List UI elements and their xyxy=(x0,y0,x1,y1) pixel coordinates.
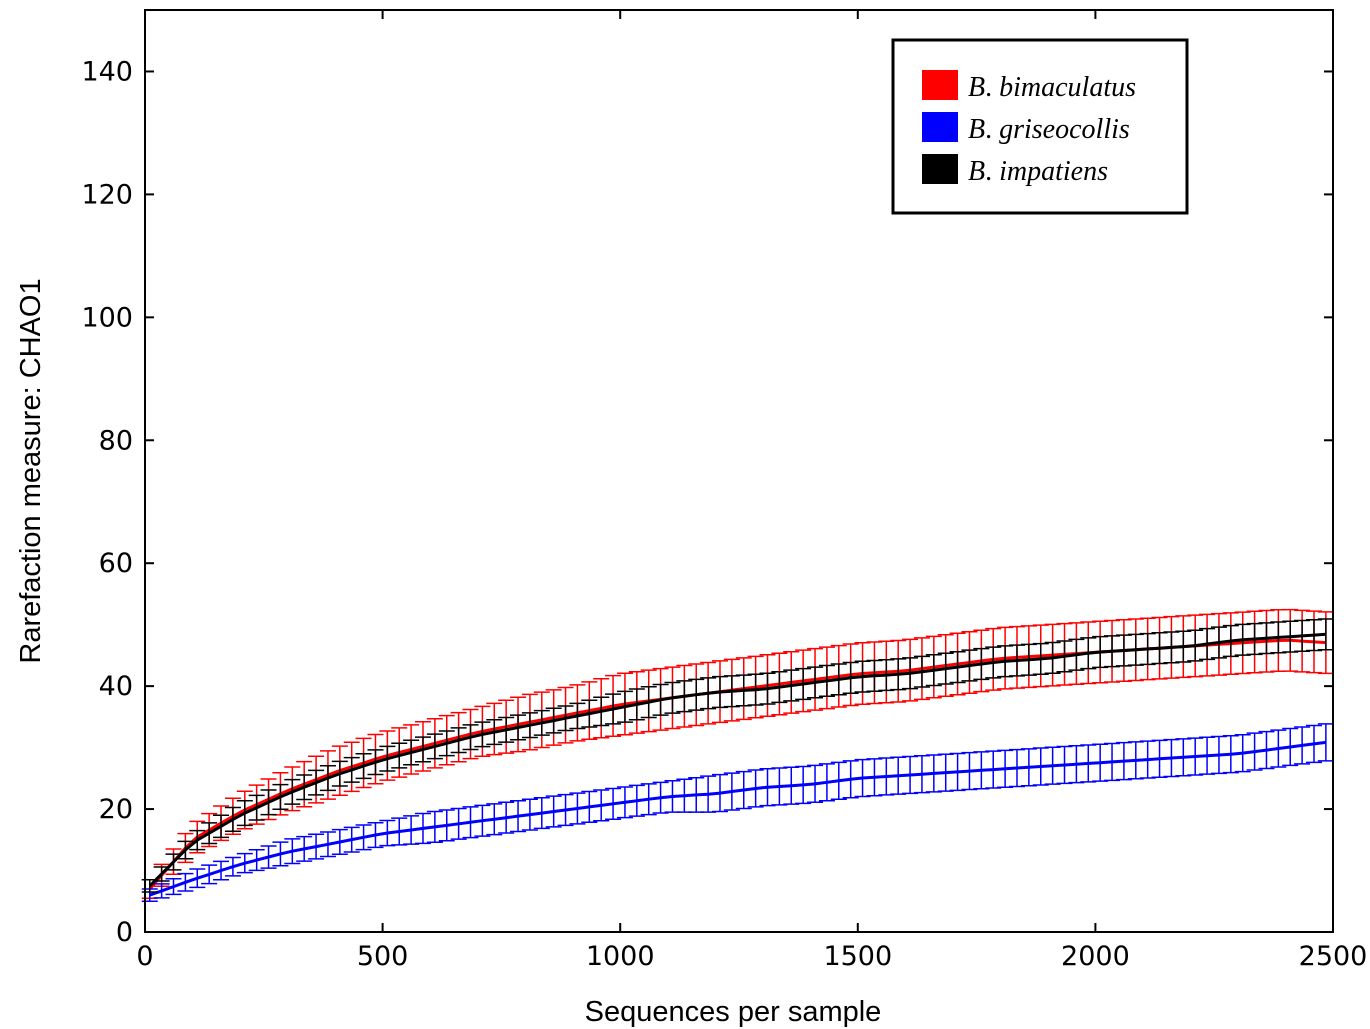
legend-label-prefix: B xyxy=(968,72,985,103)
x-tick-label: 1000 xyxy=(586,941,655,972)
legend-label-griseocollis: B. griseocollis xyxy=(968,114,1130,145)
y-tick-label: 140 xyxy=(81,56,133,87)
y-tick-label: 20 xyxy=(99,794,133,825)
legend-swatch-impatiens xyxy=(922,154,958,184)
legend-swatch-bimaculatus xyxy=(922,70,958,100)
y-tick-label: 120 xyxy=(81,179,133,210)
x-tick-label: 2000 xyxy=(1061,941,1130,972)
x-tick-label: 0 xyxy=(136,941,153,972)
x-axis-label: Sequences per sample xyxy=(585,996,882,1028)
series-line xyxy=(149,740,1327,897)
series-impatiens xyxy=(141,618,1334,893)
y-tick-label: 80 xyxy=(99,425,133,456)
series-line xyxy=(148,638,1326,890)
legend-label-impatiens: B. impatiens xyxy=(968,156,1108,187)
y-tick-label: 40 xyxy=(99,671,133,702)
series-griseocollis xyxy=(141,723,1334,903)
ticks-layer: 0 500 1000 1500 2000 2500 0 20 40 60 80 100 120 140 xyxy=(81,10,1367,972)
plot-frame xyxy=(144,9,1334,933)
x-tick-label: 500 xyxy=(357,941,409,972)
y-tick-label: 60 xyxy=(99,548,133,579)
x-tick-label: 1500 xyxy=(823,941,892,972)
series-layer xyxy=(141,608,1334,903)
legend-swatch-griseocollis xyxy=(922,112,958,142)
legend-label-suffix: impatiens xyxy=(999,156,1108,187)
legend-label-prefix: B xyxy=(968,156,985,187)
y-tick-label: 100 xyxy=(81,302,133,333)
legend-label-suffix: bimaculatus xyxy=(999,72,1136,103)
y-axis-label: Rarefaction measure: CHAO1 xyxy=(15,278,47,663)
legend-label-suffix: griseocollis xyxy=(999,114,1130,145)
series-line xyxy=(148,632,1327,887)
legend-label-bimaculatus: B. bimaculatus xyxy=(968,72,1136,103)
x-tick-label: 2500 xyxy=(1299,941,1368,972)
y-tick-label: 0 xyxy=(116,917,133,948)
legend: B. bimaculatus B. griseocollis B. impatien… xyxy=(891,38,1189,215)
series-bimaculatus xyxy=(141,608,1334,899)
legend-label-prefix: B xyxy=(968,114,985,145)
